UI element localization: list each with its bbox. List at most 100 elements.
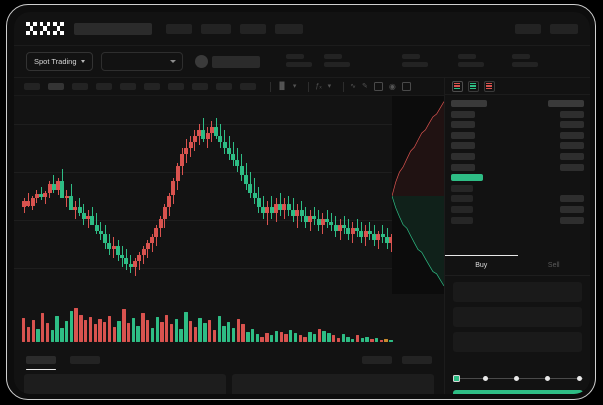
logo-glyph-x (53, 22, 64, 35)
order-total-field[interactable] (453, 332, 582, 352)
volume-bar (122, 309, 126, 342)
indicators-dropdown-icon[interactable]: ▾ (327, 83, 332, 90)
settings-gear-icon[interactable]: ◉ (388, 81, 396, 91)
volume-bar (69, 311, 74, 342)
volume-bar (22, 317, 26, 342)
tab-open-orders[interactable] (26, 356, 56, 370)
market-type-dropdown[interactable]: Spot Trading (26, 52, 93, 71)
orderbook-row-price (451, 205, 473, 213)
volume-bar (227, 322, 231, 342)
orderbook-row[interactable] (451, 205, 584, 213)
tab-buy[interactable]: Buy (445, 255, 518, 275)
orderbook-rows[interactable] (445, 95, 590, 224)
slider-handle[interactable] (453, 374, 460, 382)
top-navigation-bar (14, 12, 590, 46)
volume-bar (31, 320, 35, 342)
chart-type-dropdown-icon[interactable]: ▾ (292, 83, 297, 90)
nav-item-4[interactable] (275, 23, 303, 34)
chevron-down-icon (169, 60, 176, 63)
trading-pair-select[interactable] (100, 52, 183, 71)
volume-bar (193, 326, 198, 342)
nav-item-3[interactable] (240, 23, 266, 34)
orderbook-mode-both-icon[interactable] (452, 80, 463, 92)
slider-stop-100[interactable] (577, 375, 582, 381)
timeframe-chip-10[interactable] (240, 83, 256, 90)
bottom-action-1[interactable] (362, 356, 392, 364)
percent-slider[interactable] (453, 374, 583, 384)
fullscreen-icon[interactable] (401, 82, 411, 91)
bottom-panels (14, 374, 444, 394)
volume-bar (255, 334, 260, 342)
orderbook-row[interactable] (451, 163, 584, 171)
timeframe-chip-3[interactable] (72, 83, 88, 90)
orderbook-row-amount (560, 110, 584, 118)
volume-bar (112, 326, 116, 342)
orderbook-row[interactable] (451, 152, 584, 160)
timeframe-chip-7[interactable] (168, 83, 184, 90)
slider-stop-25[interactable] (483, 375, 488, 381)
camera-snapshot-icon[interactable] (373, 82, 383, 91)
orderbook-row[interactable] (451, 142, 584, 150)
orderbook-row[interactable] (451, 184, 584, 192)
volume-bar (241, 324, 245, 342)
submit-order-button[interactable] (453, 390, 583, 394)
nav-item-5[interactable] (515, 23, 541, 34)
timeframe-chip-8[interactable] (192, 83, 208, 90)
volume-bar (231, 327, 236, 342)
orderbook-row[interactable] (451, 216, 584, 224)
orderbook-mode-bids-icon[interactable] (468, 80, 479, 92)
indicators-icon[interactable]: ƒₓ (315, 83, 322, 90)
volume-bar (26, 326, 31, 342)
timeframe-chip-2[interactable] (48, 83, 64, 90)
volume-bar (155, 316, 159, 342)
bottom-panel-left[interactable] (24, 374, 226, 394)
line-tool-icon[interactable]: ∿ (350, 83, 357, 90)
timeframe-chip-1[interactable] (24, 83, 40, 90)
tab-sell[interactable]: Sell (518, 256, 591, 275)
orderbook-row[interactable] (451, 174, 584, 182)
order-book-and-trade-panel: Buy Sell (444, 78, 590, 394)
nav-item-6[interactable] (550, 23, 578, 34)
nav-item-2[interactable] (201, 23, 231, 34)
orderbook-row[interactable] (451, 110, 584, 118)
slider-stop-50[interactable] (514, 375, 519, 381)
bottom-panel-right[interactable] (232, 374, 434, 394)
volume-bar (198, 317, 202, 342)
timeframe-chip-4[interactable] (96, 83, 112, 90)
orderbook-row-amount (560, 131, 584, 139)
okx-logo[interactable] (26, 22, 64, 35)
volume-bar (279, 332, 283, 342)
pair-name-label (211, 55, 260, 68)
orderbook-row[interactable] (451, 100, 584, 107)
depth-chart-svg (392, 101, 444, 287)
candlestick-type-icon[interactable]: ▐▌ (277, 83, 287, 90)
timeframe-chip-6[interactable] (144, 83, 160, 90)
volume-bar (174, 318, 178, 342)
price-candlestick-chart[interactable] (14, 96, 444, 294)
timeframe-chip-5[interactable] (120, 83, 136, 90)
pencil-draw-icon[interactable]: ✎ (362, 83, 368, 90)
trade-side-tabs: Buy Sell (445, 255, 591, 276)
volume-bar (270, 335, 274, 342)
order-amount-field[interactable] (453, 307, 582, 327)
volume-bar (184, 312, 188, 342)
volume-bar (74, 308, 78, 342)
orderbook-row[interactable] (451, 131, 584, 139)
orderbook-row[interactable] (451, 195, 584, 203)
volume-bar (236, 318, 240, 342)
nav-item-1[interactable] (166, 23, 192, 34)
volume-bar (374, 337, 379, 342)
global-search-field[interactable] (74, 22, 152, 35)
tab-order-history[interactable] (70, 356, 100, 364)
orderbook-row-price (451, 100, 487, 107)
market-depth-overlay (392, 96, 444, 294)
volume-bar (217, 315, 221, 342)
candle-series (22, 96, 402, 294)
bottom-action-2[interactable] (402, 356, 432, 364)
order-price-field[interactable] (453, 282, 582, 302)
volume-bar (146, 320, 150, 342)
orderbook-row[interactable] (451, 121, 584, 129)
orderbook-mode-asks-icon[interactable] (484, 80, 495, 92)
slider-stop-75[interactable] (545, 375, 550, 381)
timeframe-chip-9[interactable] (216, 83, 232, 90)
